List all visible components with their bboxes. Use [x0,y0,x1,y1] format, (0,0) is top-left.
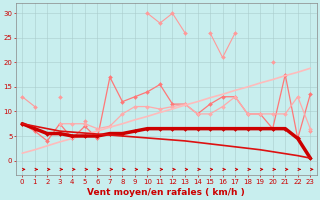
X-axis label: Vent moyen/en rafales ( km/h ): Vent moyen/en rafales ( km/h ) [87,188,245,197]
